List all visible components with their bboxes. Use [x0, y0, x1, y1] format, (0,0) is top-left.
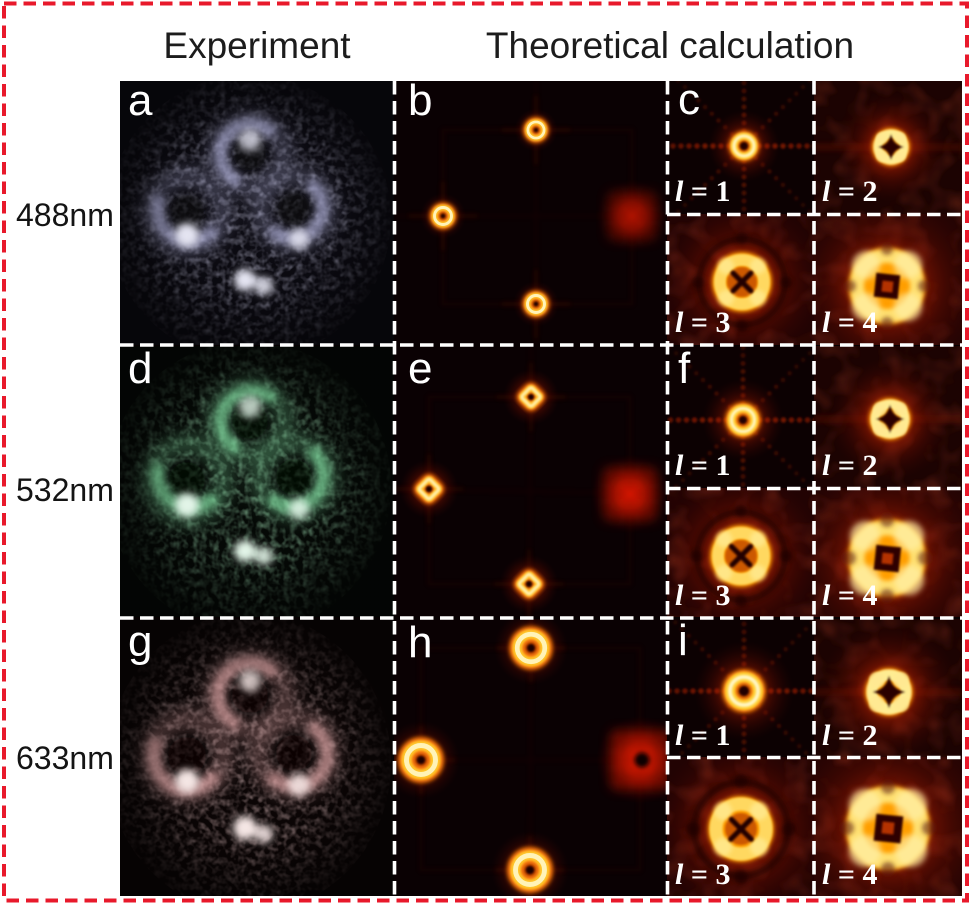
svg-text:f: f	[678, 344, 691, 393]
svg-text:l = 2: l = 2	[822, 449, 877, 482]
svg-text:a: a	[128, 76, 153, 125]
svg-text:Experiment: Experiment	[163, 25, 351, 66]
svg-text:l = 4: l = 4	[822, 579, 877, 612]
svg-text:h: h	[408, 618, 432, 667]
svg-text:l = 1: l = 1	[675, 175, 730, 208]
svg-text:l = 4: l = 4	[822, 306, 877, 339]
svg-text:l = 4: l = 4	[822, 858, 877, 891]
svg-text:l = 2: l = 2	[822, 719, 877, 752]
svg-text:Theoretical calculation: Theoretical calculation	[486, 25, 854, 66]
svg-text:532nm: 532nm	[16, 472, 114, 508]
svg-text:g: g	[128, 617, 152, 666]
svg-text:l = 3: l = 3	[675, 306, 730, 339]
svg-text:l = 1: l = 1	[675, 449, 730, 482]
svg-text:e: e	[408, 344, 432, 393]
svg-text:d: d	[128, 344, 152, 393]
svg-text:i: i	[678, 616, 688, 665]
svg-text:l = 3: l = 3	[675, 858, 730, 891]
svg-text:l = 3: l = 3	[675, 579, 730, 612]
svg-text:l = 2: l = 2	[822, 175, 877, 208]
svg-text:l = 1: l = 1	[675, 719, 730, 752]
svg-text:c: c	[678, 75, 700, 124]
svg-text:488nm: 488nm	[16, 197, 114, 233]
svg-text:b: b	[408, 76, 432, 125]
svg-text:633nm: 633nm	[16, 740, 114, 776]
